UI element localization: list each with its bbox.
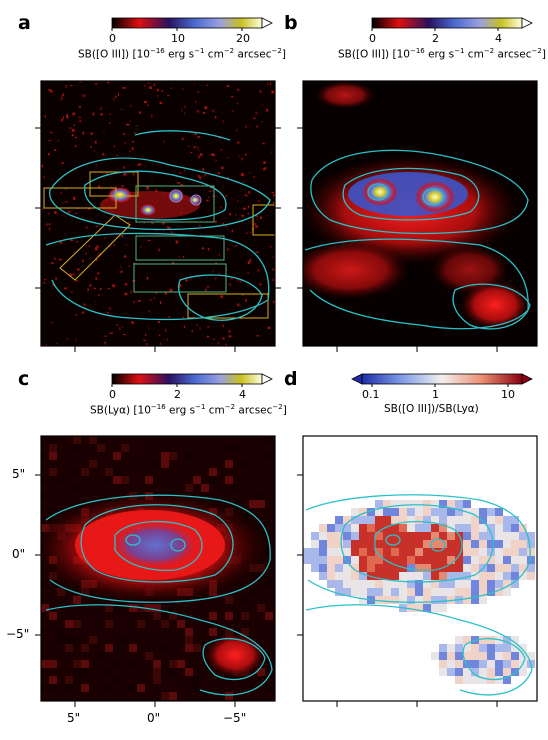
contours-d — [305, 494, 533, 696]
cb-b-tick-2: 4 — [495, 32, 502, 45]
cb-b-label: SB([O III]) [10−16 erg s−1 cm−2 arcsec−2… — [338, 47, 546, 61]
xtick-c-2: −5" — [223, 711, 247, 725]
cb-d-tick-1: 1 — [432, 388, 439, 401]
cb-a-label: SB([O III]) [10−16 erg s−1 cm−2 arcsec−2… — [78, 47, 286, 61]
panel-b-image — [303, 81, 537, 346]
xtick-c-1: 0" — [147, 711, 161, 725]
cb-c-tick-2: 4 — [239, 388, 246, 401]
cb-d-tick-2: 10 — [501, 388, 515, 401]
cb-c-label: SB(Lyα) [10−16 erg s−1 cm−2 arcsec−2] — [90, 403, 287, 417]
panel-letter-b: b — [284, 12, 298, 34]
panel-frames — [40, 80, 538, 702]
contours-a — [45, 130, 271, 321]
cb-d-tick-0: 0.1 — [362, 388, 380, 401]
panel-letter-c: c — [18, 368, 30, 390]
cb-a-tick-2: 20 — [236, 32, 250, 45]
cb-b-tick-0: 0 — [369, 32, 376, 45]
cb-d-label: SB([O III])/SB(Lyα) — [384, 403, 479, 415]
colorbar-d — [351, 373, 533, 387]
contours-c — [45, 494, 273, 696]
cb-b-tick-1: 2 — [432, 32, 439, 45]
colorbar-a — [111, 17, 273, 31]
panel-a-image — [41, 81, 275, 346]
panel-letter-a: a — [18, 12, 31, 34]
cb-a-tick-1: 10 — [171, 32, 185, 45]
panel-d-image — [303, 436, 537, 701]
ytick-c-1: 0" — [12, 547, 26, 561]
colorbar-c — [111, 373, 273, 387]
ytick-c-0: 5" — [12, 467, 26, 481]
panel-letter-d: d — [284, 368, 298, 390]
xtick-c-0: 5" — [67, 711, 81, 725]
colorbar-b — [371, 17, 533, 31]
ytick-c-2: −5" — [6, 627, 30, 641]
cb-c-tick-0: 0 — [109, 388, 116, 401]
cb-a-tick-0: 0 — [109, 32, 116, 45]
panel-c-image — [41, 436, 275, 701]
axes-ticks — [35, 127, 498, 707]
contours-b — [304, 149, 531, 330]
cb-c-tick-1: 2 — [174, 388, 181, 401]
